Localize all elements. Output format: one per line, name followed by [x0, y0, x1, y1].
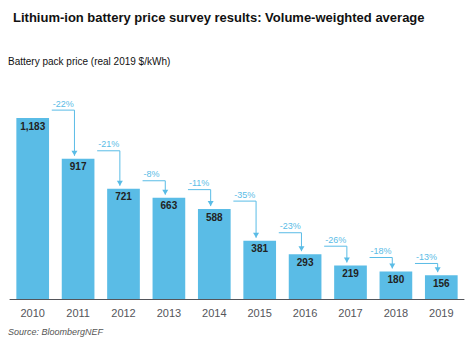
svg-text:-18%: -18%: [371, 246, 392, 256]
svg-text:-21%: -21%: [98, 139, 119, 149]
svg-text:917: 917: [70, 161, 87, 172]
svg-text:Battery pack price (real 2019: Battery pack price (real 2019 $/kWh): [8, 56, 170, 67]
svg-text:663: 663: [161, 200, 178, 211]
svg-text:721: 721: [115, 191, 132, 202]
svg-text:2016: 2016: [293, 307, 317, 319]
svg-text:Source: BloombergNEF: Source: BloombergNEF: [8, 327, 104, 337]
svg-text:219: 219: [342, 268, 359, 279]
svg-text:2011: 2011: [66, 307, 90, 319]
svg-text:2010: 2010: [20, 307, 44, 319]
svg-text:-8%: -8%: [144, 169, 160, 179]
svg-text:2012: 2012: [111, 307, 135, 319]
svg-text:293: 293: [297, 257, 314, 268]
svg-text:156: 156: [433, 278, 450, 289]
svg-text:-13%: -13%: [416, 252, 437, 262]
svg-text:2013: 2013: [157, 307, 181, 319]
svg-text:Lithium-ion battery price surv: Lithium-ion battery price survey results…: [13, 10, 425, 25]
svg-text:-22%: -22%: [53, 99, 74, 109]
svg-text:588: 588: [206, 212, 223, 223]
svg-text:2014: 2014: [202, 307, 226, 319]
svg-text:-26%: -26%: [325, 235, 346, 245]
svg-text:180: 180: [388, 274, 405, 285]
svg-text:2019: 2019: [429, 307, 453, 319]
svg-text:-23%: -23%: [280, 221, 301, 231]
svg-text:2017: 2017: [338, 307, 362, 319]
svg-text:-11%: -11%: [189, 178, 209, 188]
svg-text:-35%: -35%: [234, 190, 255, 200]
svg-text:2015: 2015: [247, 307, 271, 319]
svg-text:381: 381: [251, 243, 268, 254]
svg-text:1,183: 1,183: [20, 121, 45, 132]
svg-text:2018: 2018: [384, 307, 408, 319]
